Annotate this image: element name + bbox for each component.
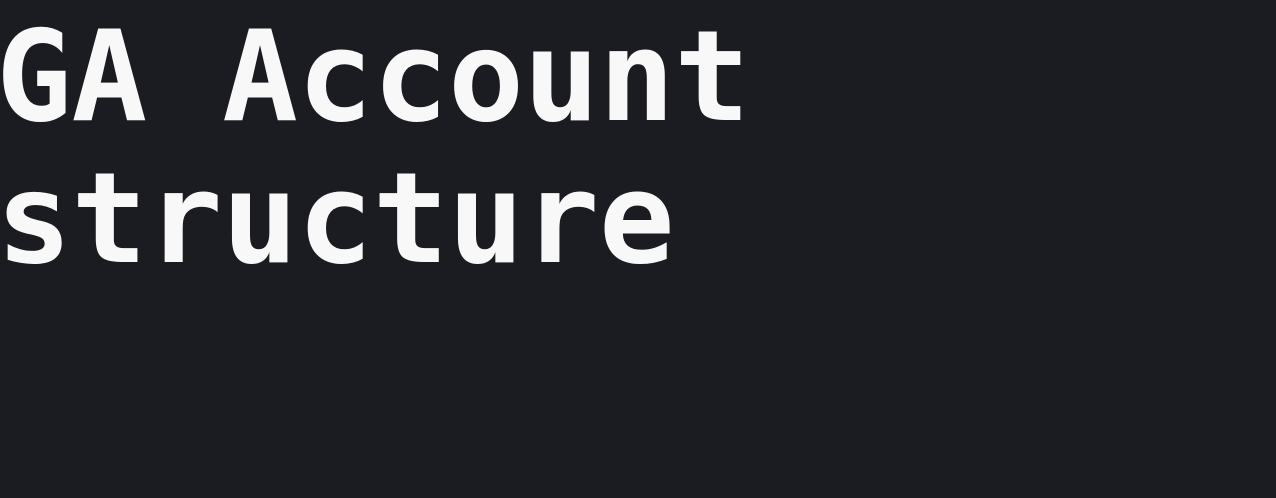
slide-title-line-2: structure xyxy=(0,145,675,292)
slide-title: GA Account structure xyxy=(0,6,750,290)
slide-title-line-1: GA Account xyxy=(0,3,750,150)
